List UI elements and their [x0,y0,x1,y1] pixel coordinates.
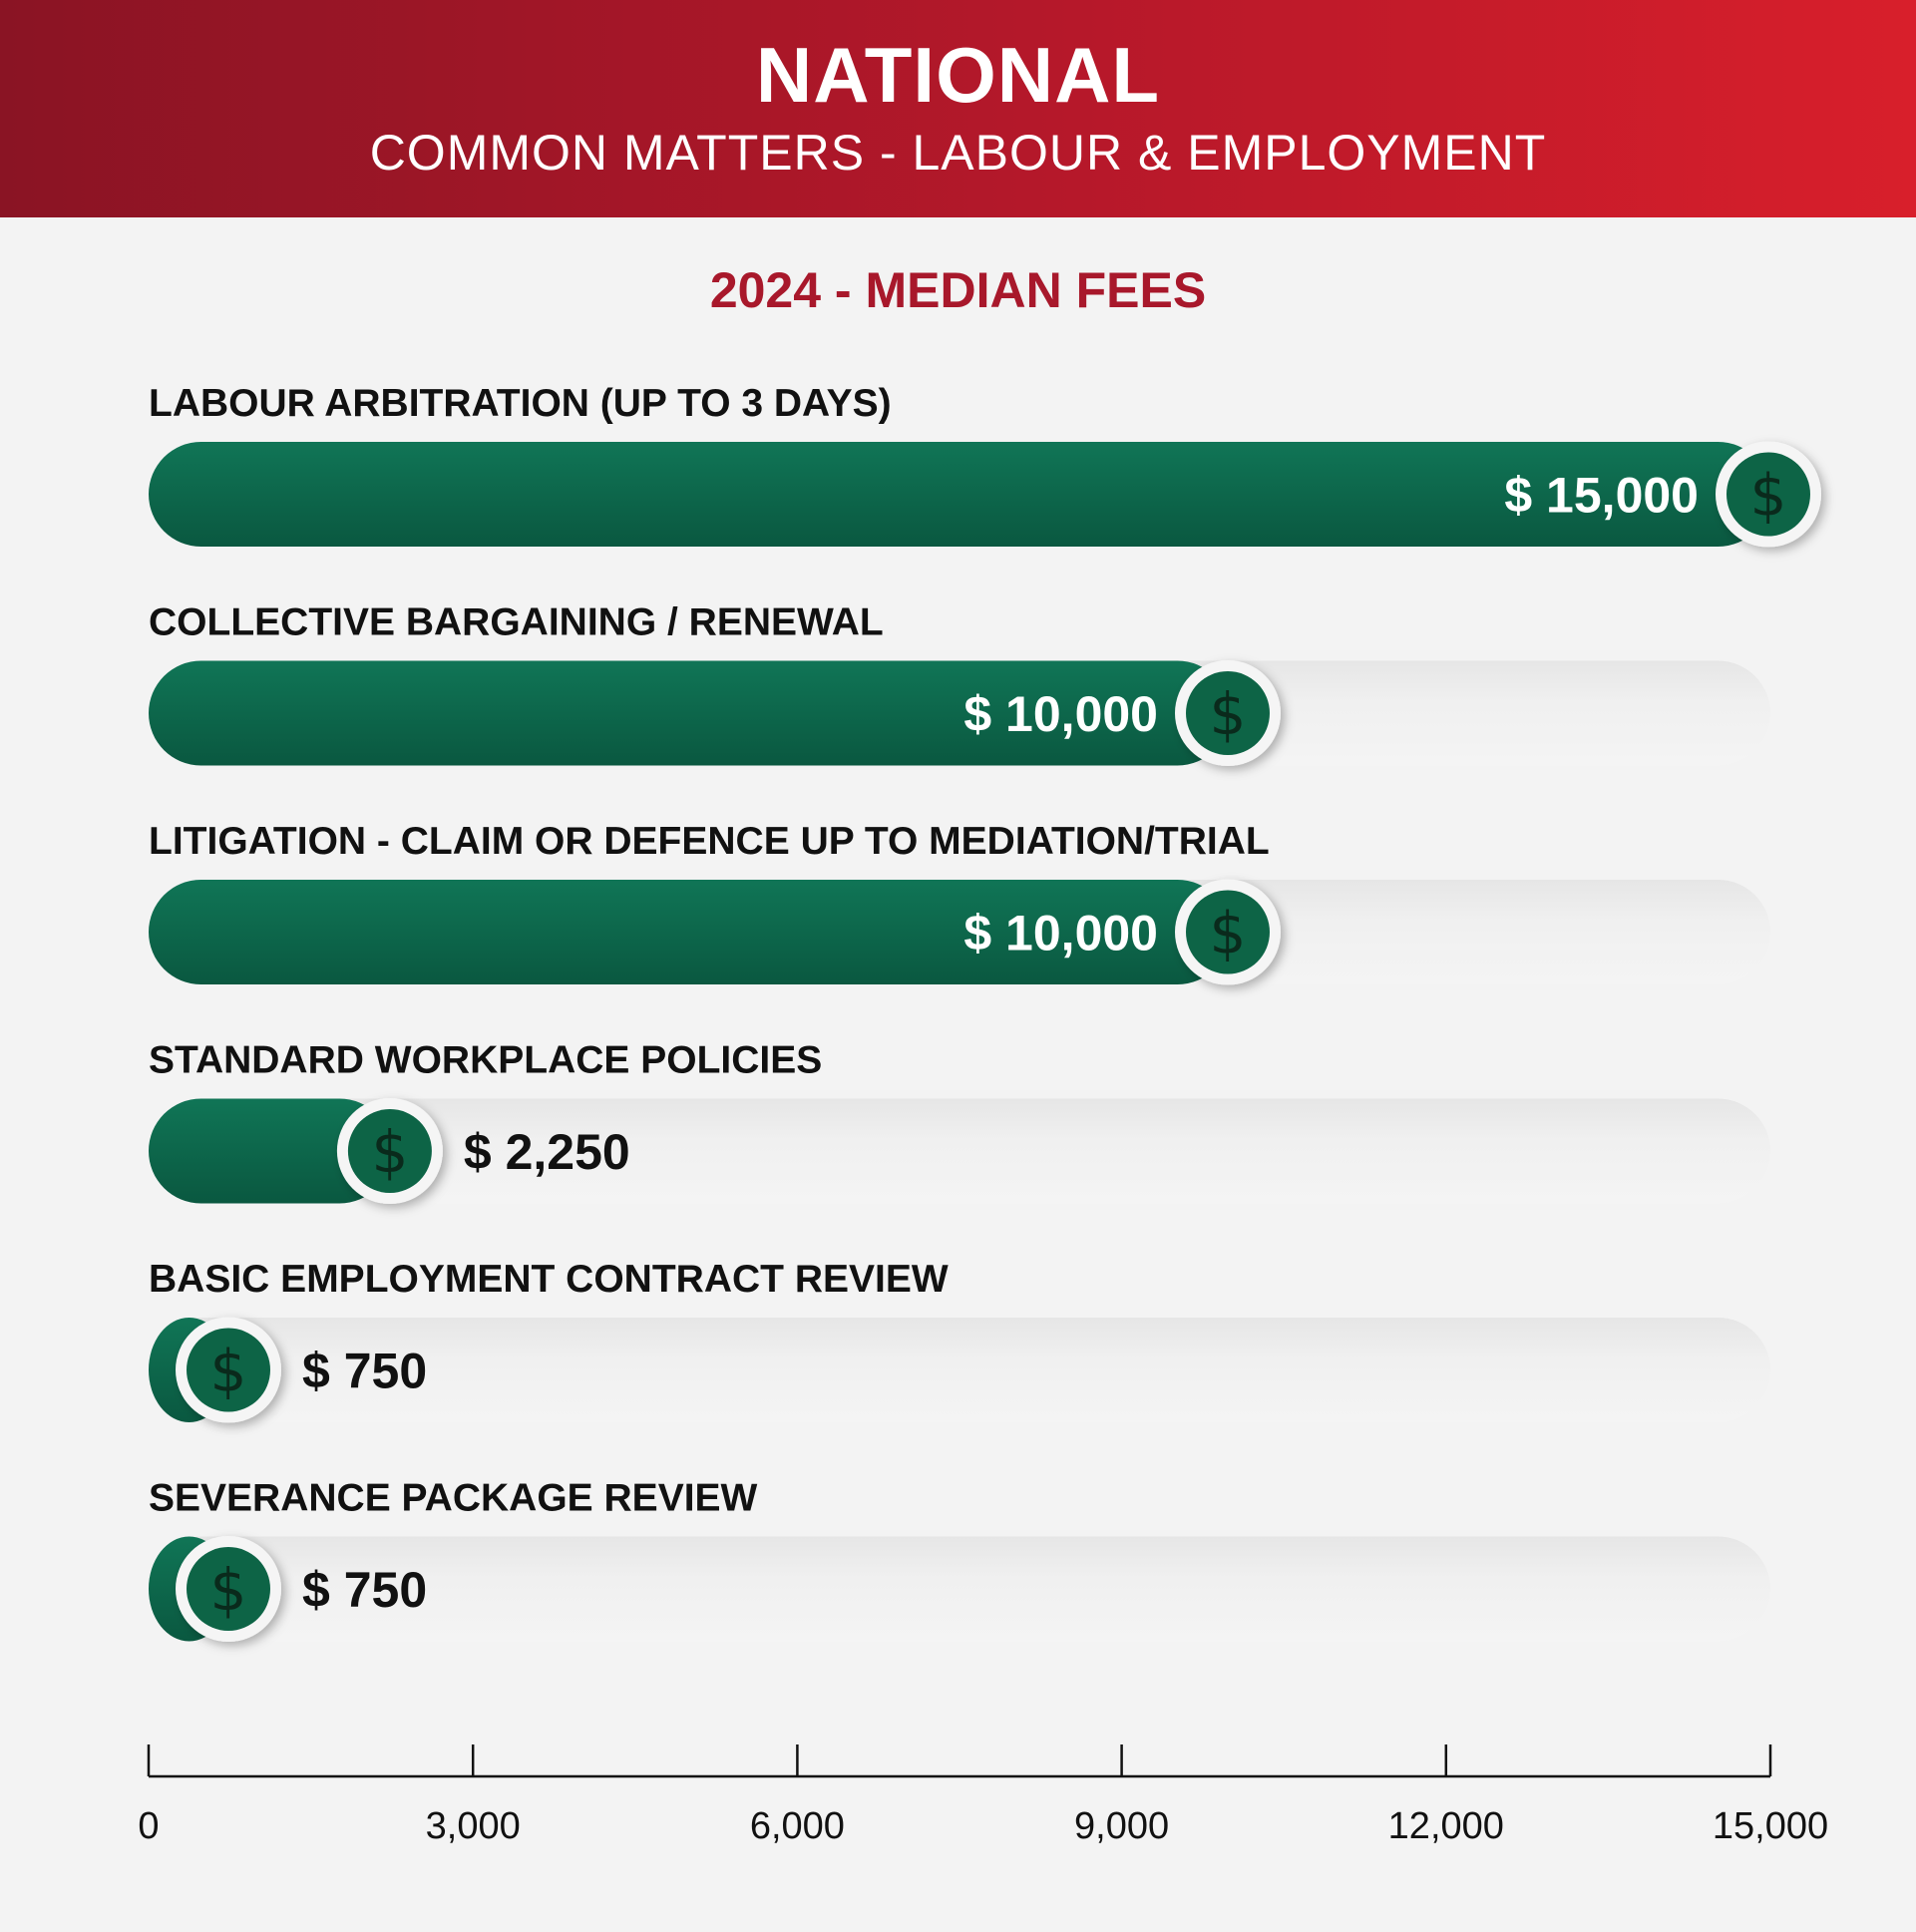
bar [149,1098,392,1204]
svg-text:$: $ [1210,900,1247,967]
bar-track [149,1098,1770,1204]
dollar-coin-icon: $ [336,1098,443,1204]
dollar-coin-icon: $ [1175,660,1281,766]
bar-row: LABOUR ARBITRATION (UP TO 3 DAYS) $ $ 15,0… [149,382,1821,548]
value-label: $ 750 [302,1344,427,1399]
dollar-coin-icon: $ [1716,441,1821,548]
category-label: LABOUR ARBITRATION (UP TO 3 DAYS) [149,382,892,425]
chart-title: 2024 - MEDIAN FEES [709,262,1207,318]
svg-text:$: $ [1750,462,1787,530]
value-label: $ 10,000 [963,686,1158,742]
category-label: SEVERANCE PACKAGE REVIEW [149,1477,758,1520]
x-tick-label: 6,000 [750,1805,845,1847]
svg-text:$: $ [210,1338,247,1405]
bars-layer: LABOUR ARBITRATION (UP TO 3 DAYS) $ $ 15,0… [149,382,1821,1642]
bar-row: BASIC EMPLOYMENT CONTRACT REVIEW $ $ 750 [149,1258,1770,1423]
bar-row: SEVERANCE PACKAGE REVIEW $ $ 750 [149,1477,1770,1642]
bar-row: COLLECTIVE BARGAINING / RENEWAL $ $ 10,000 [149,601,1770,766]
category-label: BASIC EMPLOYMENT CONTRACT REVIEW [149,1258,949,1301]
x-tick-label: 0 [138,1805,159,1847]
value-label: $ 10,000 [963,906,1158,962]
page-title: NATIONAL [755,31,1161,119]
category-label: STANDARD WORKPLACE POLICIES [149,1039,822,1082]
bar-track [149,1318,1770,1422]
svg-text:$: $ [1210,680,1247,748]
x-tick-label: 12,000 [1388,1805,1504,1847]
value-label: $ 15,000 [1504,468,1699,524]
value-label: $ 2,250 [464,1124,630,1180]
category-label: COLLECTIVE BARGAINING / RENEWAL [149,601,884,644]
bar [149,442,1770,547]
dollar-coin-icon: $ [1175,879,1281,985]
x-tick-label: 3,000 [426,1805,521,1847]
value-label: $ 750 [302,1562,427,1618]
category-label: LITIGATION - CLAIM OR DEFENCE UP TO MEDI… [149,820,1270,863]
bar-track [149,1536,1770,1642]
dollar-coin-icon: $ [176,1317,281,1423]
svg-text:$: $ [371,1118,408,1186]
bar [149,660,1230,766]
bar-row: LITIGATION - CLAIM OR DEFENCE UP TO MEDI… [149,820,1770,985]
dollar-coin-icon: $ [176,1536,281,1642]
page-subtitle: COMMON MATTERS - LABOUR & EMPLOYMENT [369,125,1547,181]
header-banner: NATIONAL COMMON MATTERS - LABOUR & EMPLO… [0,0,1916,217]
bar-row: STANDARD WORKPLACE POLICIES $ $ 2,250 [149,1039,1770,1204]
x-axis: 0 3,000 6,000 9,000 12,000 15,000 [138,1744,1828,1847]
x-tick-label: 15,000 [1713,1805,1828,1847]
x-tick-label: 9,000 [1074,1805,1169,1847]
svg-text:$: $ [210,1556,247,1624]
bar [149,880,1230,984]
